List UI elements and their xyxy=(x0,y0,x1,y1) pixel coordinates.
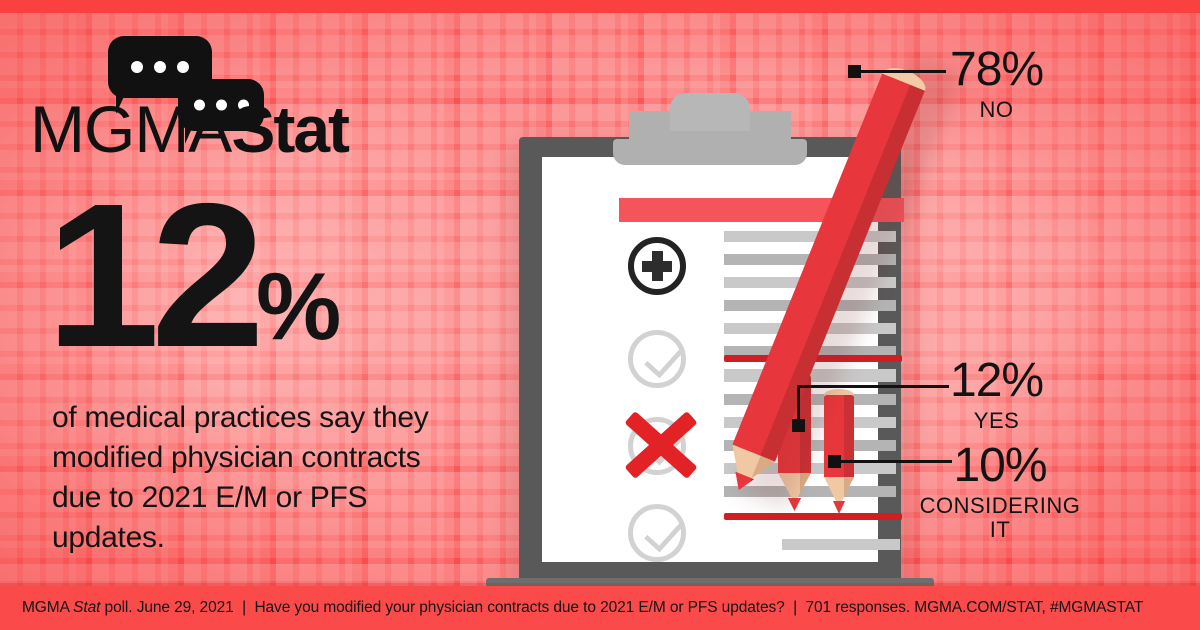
check-tick xyxy=(643,512,684,553)
form-line xyxy=(724,486,896,497)
callout-yes: 12% YES xyxy=(950,354,1044,433)
leader-line-yes-vertical xyxy=(797,385,800,421)
dot xyxy=(193,99,205,111)
dot xyxy=(237,99,249,111)
mgma-stat-logo: MGMAStat xyxy=(30,36,350,166)
cross-glyph xyxy=(642,251,672,281)
headline-number: 12 xyxy=(46,161,265,390)
footer-source-prefix: MGMA xyxy=(22,599,74,616)
logo-stat-text: Stat xyxy=(231,92,350,166)
callout-considering-value: 10% xyxy=(953,439,1047,492)
callout-considering-label-line2: IT xyxy=(989,516,1011,542)
dot xyxy=(154,61,166,73)
form-line-short xyxy=(782,539,900,550)
dot xyxy=(215,99,227,111)
speech-bubble-tail-small xyxy=(185,126,203,144)
check-circle-icon xyxy=(628,504,686,562)
footer-divider xyxy=(0,583,1200,586)
footer-responses: 701 responses. xyxy=(805,599,911,616)
clipboard-clip-tab xyxy=(670,93,750,131)
callout-no: 78% NO xyxy=(950,43,1044,122)
check-circle-icon xyxy=(628,330,686,388)
footer-bar: MGMA Stat poll. June 29, 2021 | Have you… xyxy=(0,586,1200,630)
dot xyxy=(131,61,143,73)
medical-cross-icon xyxy=(628,237,686,295)
logo-wordmark: MGMAStat xyxy=(30,96,350,162)
leader-line-considering xyxy=(838,460,952,463)
speech-bubble-icon-small xyxy=(178,79,264,131)
leader-dot-considering xyxy=(828,455,841,468)
callout-yes-value: 12% xyxy=(950,354,1044,407)
top-strip xyxy=(0,0,1200,13)
footer-source-suffix: poll. June 29, 2021 xyxy=(100,599,234,616)
check-circle-icon xyxy=(628,417,686,475)
footer-separator: | xyxy=(793,599,798,616)
leader-line-no xyxy=(858,70,946,73)
headline-description: of medical practices say they modified p… xyxy=(52,401,429,554)
headline-stat: 12% xyxy=(46,173,341,378)
callout-considering-label-line1: CONSIDERING xyxy=(919,493,1081,518)
footer-source-italic: Stat xyxy=(73,599,101,616)
clipboard-clip-flare xyxy=(613,139,807,165)
form-red-rule xyxy=(724,513,902,520)
footer-site: MGMA.COM/STAT, #MGMASTAT xyxy=(914,599,1144,616)
footer-separator: | xyxy=(242,599,247,616)
logo-mgma-text: MGMA xyxy=(30,92,232,166)
callout-considering: 10% CONSIDERING IT xyxy=(912,442,1088,542)
speech-bubble-tail-large xyxy=(116,92,138,114)
leader-line-yes xyxy=(797,385,949,388)
dot xyxy=(177,61,189,73)
check-tick xyxy=(643,338,684,379)
footer-source-text: MGMA Stat poll. June 29, 2021 | Have you… xyxy=(0,599,1143,617)
footer-question: Have you modified your physician contrac… xyxy=(254,599,785,616)
headline-percent-sign: % xyxy=(256,253,341,361)
pencil-tip xyxy=(833,501,845,514)
callout-considering-label: CONSIDERING IT xyxy=(912,494,1088,542)
callout-no-label: NO xyxy=(979,97,1014,122)
leader-dot-yes xyxy=(792,419,805,432)
form-line xyxy=(724,231,896,242)
callout-yes-label: YES xyxy=(973,408,1020,433)
red-x-icon xyxy=(618,402,704,488)
speech-bubble-dots xyxy=(178,99,264,111)
speech-bubble-dots xyxy=(108,61,212,73)
leader-dot-no xyxy=(848,65,861,78)
callout-no-value: 78% xyxy=(950,43,1044,96)
